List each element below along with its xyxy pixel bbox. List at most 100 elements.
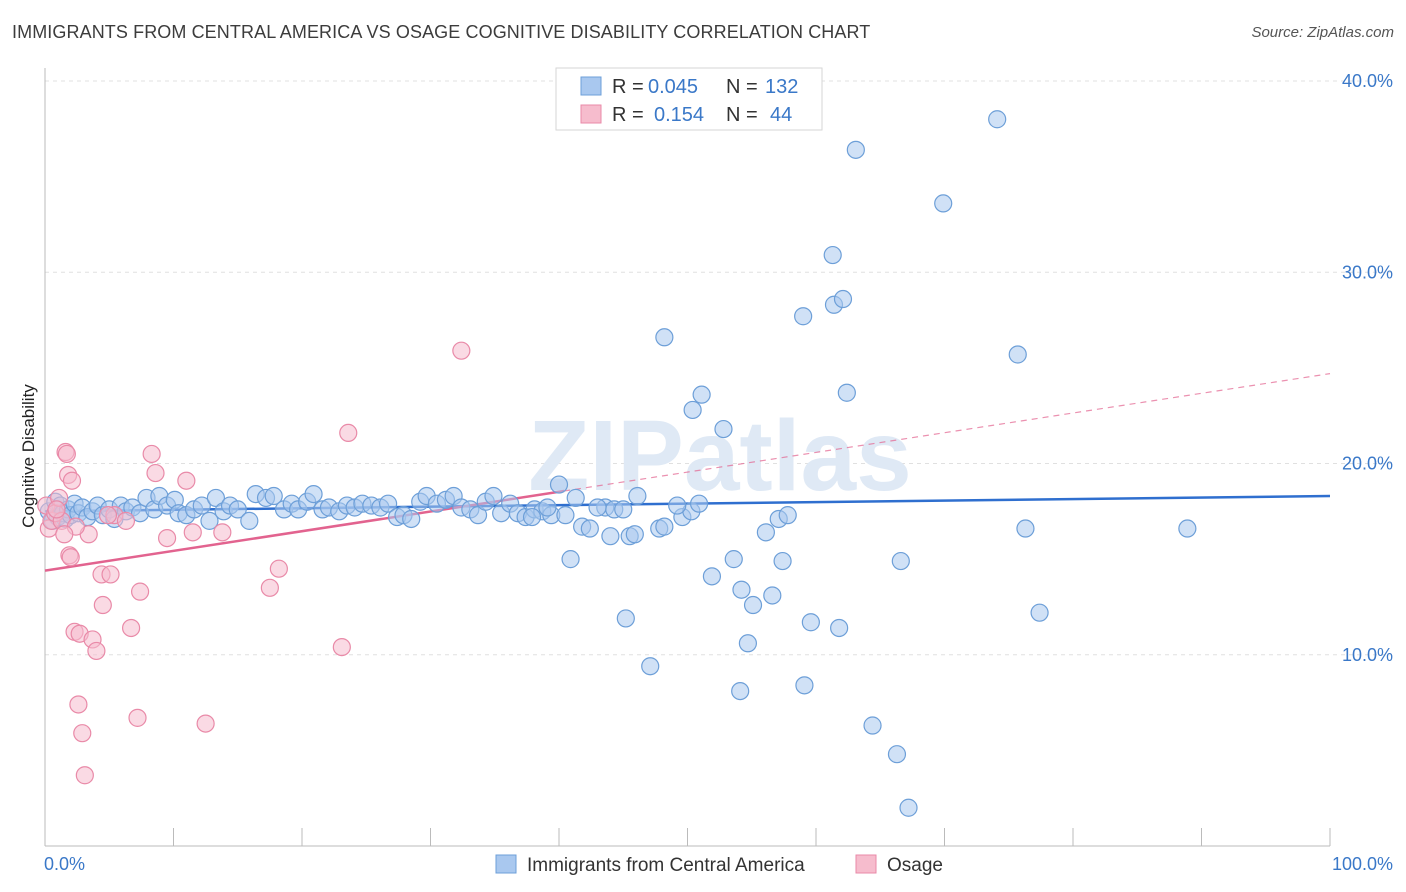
- legend-r-label: R =: [612, 76, 644, 98]
- legend-n-label: N =: [726, 104, 758, 126]
- data-point-blue: [1178, 519, 1197, 538]
- legend-swatch-blue: [495, 854, 517, 874]
- data-point-blue: [614, 500, 633, 519]
- data-point-blue: [837, 383, 856, 402]
- data-point-blue: [228, 500, 247, 519]
- data-point-pink: [73, 724, 92, 743]
- data-point-blue: [863, 716, 882, 735]
- data-point-blue: [206, 488, 226, 508]
- data-point-blue: [601, 527, 620, 546]
- data-point-blue: [794, 307, 813, 326]
- data-point-blue: [778, 506, 797, 525]
- data-point-blue: [702, 567, 722, 586]
- data-point-pink: [121, 618, 141, 638]
- data-point-blue: [655, 517, 674, 536]
- legend-label-osage: Osage: [887, 855, 943, 876]
- legend-swatch-pink: [855, 854, 877, 874]
- data-point-pink: [98, 506, 118, 525]
- data-point-blue: [891, 551, 910, 571]
- data-point-blue: [468, 506, 488, 525]
- data-point-blue: [887, 745, 907, 764]
- data-point-blue: [566, 488, 585, 508]
- data-point-blue: [823, 245, 842, 265]
- data-point-blue: [692, 385, 711, 404]
- data-point-blue: [240, 511, 259, 530]
- legend-swatch-pink: [580, 104, 602, 124]
- data-point-pink: [332, 637, 351, 657]
- y-tick-label: 20.0%: [1342, 454, 1393, 474]
- data-point-blue: [522, 507, 542, 527]
- data-point-blue: [988, 110, 1007, 129]
- legend-label-central-america: Immigrants from Central America: [527, 855, 805, 876]
- data-point-blue: [304, 485, 323, 504]
- data-point-blue: [833, 289, 853, 309]
- data-point-pink: [93, 595, 112, 615]
- data-point-blue: [580, 519, 599, 538]
- data-point-blue: [200, 511, 219, 530]
- data-point-blue: [1030, 603, 1049, 622]
- data-point-pink: [128, 708, 147, 727]
- data-point-blue: [934, 194, 953, 213]
- data-point-pink: [57, 444, 76, 464]
- data-point-blue: [192, 496, 211, 515]
- stats-legend: R = 0.045 N = 132 R = 0.154 N = 44: [555, 67, 823, 131]
- data-point-pink: [142, 444, 161, 464]
- data-point-pink: [47, 500, 66, 519]
- grid: [45, 80, 1392, 656]
- data-point-blue: [763, 586, 782, 605]
- data-point-pink: [177, 471, 196, 490]
- legend-r-value: 0.154: [654, 104, 704, 126]
- data-point-blue: [714, 419, 733, 439]
- data-point-pink: [116, 511, 136, 530]
- data-point-blue: [732, 580, 751, 599]
- data-point-blue: [556, 506, 575, 525]
- data-point-blue: [378, 494, 398, 513]
- legend-n-value: 132: [765, 76, 798, 98]
- data-point-blue: [561, 550, 580, 569]
- data-point-blue: [264, 486, 283, 506]
- data-point-blue: [830, 618, 849, 638]
- legend-n-value: 44: [770, 104, 792, 126]
- data-point-blue: [724, 550, 743, 569]
- legend-swatch-blue: [580, 76, 602, 96]
- data-point-blue: [588, 498, 607, 517]
- watermark: ZIPatlas: [528, 400, 912, 512]
- data-point-pink: [260, 578, 279, 597]
- data-point-pink: [75, 766, 94, 785]
- tick-labels: 10.0% 20.0% 30.0% 40.0% 0.0% 100.0%: [44, 71, 1393, 874]
- trend-line-extension-pink: [564, 373, 1331, 492]
- y-axis-label: Cognitive Disability: [19, 384, 38, 528]
- data-point-blue: [743, 595, 763, 615]
- data-point-pink: [69, 695, 88, 714]
- data-point-blue: [801, 613, 820, 632]
- data-point-blue: [846, 140, 865, 159]
- data-point-pink: [101, 565, 120, 584]
- data-point-pink: [339, 423, 358, 442]
- source-credit: Source: ZipAtlas.com: [1251, 24, 1394, 41]
- series-legend: Immigrants from Central America Osage: [495, 854, 943, 876]
- data-point-blue: [402, 509, 421, 529]
- legend-r-value: 0.045: [648, 76, 698, 98]
- data-point-blue: [731, 681, 750, 701]
- data-point-blue: [683, 400, 702, 420]
- data-point-blue: [1008, 345, 1027, 364]
- data-point-pink: [55, 525, 74, 544]
- data-point-blue: [538, 498, 557, 517]
- y-tick-label: 10.0%: [1342, 645, 1393, 665]
- x-tick-label: 0.0%: [44, 854, 85, 874]
- data-point-pink: [196, 714, 215, 733]
- data-point-blue: [738, 634, 757, 653]
- y-tick-label: 30.0%: [1342, 262, 1393, 282]
- data-point-pink: [146, 463, 165, 483]
- data-point-blue: [795, 676, 814, 695]
- data-point-blue: [484, 486, 503, 506]
- data-point-blue: [549, 475, 569, 494]
- chart-title: IMMIGRANTS FROM CENTRAL AMERICA VS OSAGE…: [12, 22, 871, 42]
- data-point-pink: [130, 582, 150, 601]
- data-point-blue: [668, 496, 687, 515]
- y-tick-label: 40.0%: [1342, 71, 1393, 91]
- data-points: [37, 110, 1197, 817]
- data-point-blue: [899, 798, 918, 817]
- data-point-pink: [452, 341, 471, 360]
